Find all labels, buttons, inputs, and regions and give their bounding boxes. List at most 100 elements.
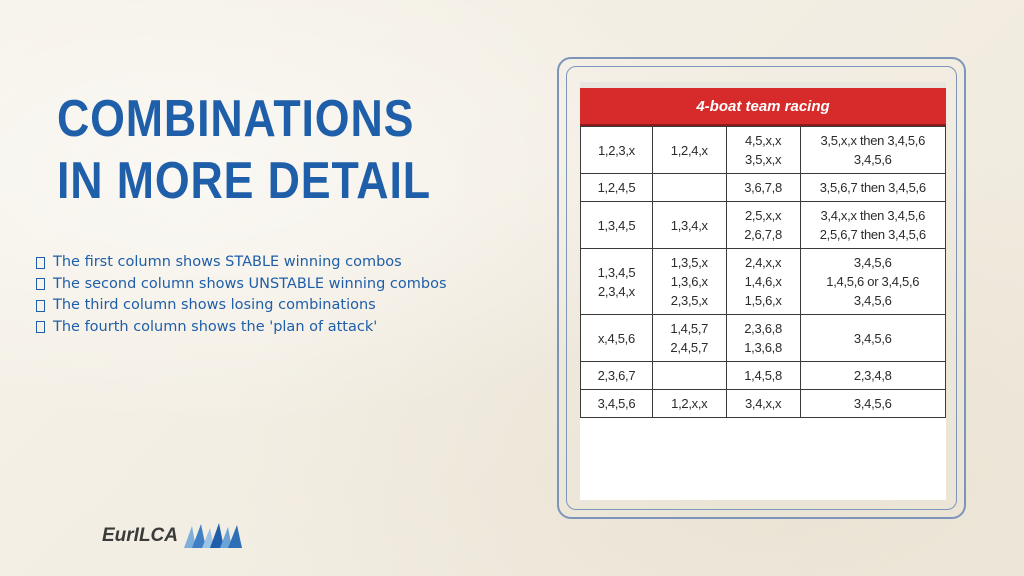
table-row: x,4,5,6 1,4,5,7 2,4,5,7 2,3,6,8 1,3,6,8 3,4,5…	[580, 314, 946, 362]
table-cell-c2: 1,4,5,7 2,4,5,7	[651, 314, 727, 362]
table-row: 1,2,3,x 1,2,4,x 4,5,x,x 3,5,x,x 3,5,x,x then…	[580, 126, 946, 174]
cell-line: 1,2,4,5	[597, 180, 636, 195]
cell-line: 1,4,5,7	[670, 321, 709, 336]
cell-line: 3,4,5,6	[853, 330, 892, 346]
table-cell-c4: 3,4,x,x then 3,4,5,6 2,5,6,7 then 3,4,5,6	[799, 201, 946, 249]
image-frame-outer	[557, 57, 966, 519]
table-cell-c2: 1,2,x,x	[651, 389, 727, 418]
cell-line: 2,3,5,x	[670, 293, 708, 308]
bullet-text: The first column shows STABLE winning co…	[53, 254, 402, 270]
table-cell-c1: 1,3,4,5 2,3,4,x	[580, 248, 653, 315]
table-cell-c2: 1,3,5,x 1,3,6,x 2,3,5,x	[651, 248, 727, 315]
bullet-box-icon	[36, 278, 45, 291]
cell-line: 3,4,5,6	[853, 152, 892, 167]
cell-line: 2,4,5,7	[670, 340, 709, 355]
table-body: 1,2,3,x 1,2,4,x 4,5,x,x 3,5,x,x 3,5,x,x then…	[580, 126, 946, 418]
table-cell-c4: 3,5,x,x then 3,4,5,6 3,4,5,6	[799, 126, 946, 174]
table-cell-c2: 1,2,4,x	[651, 126, 727, 174]
table-row: 1,3,4,5 2,3,4,x 1,3,5,x 1,3,6,x 2,3,5,x 2,4,x…	[580, 248, 946, 315]
table-cell-c1: 1,2,3,x	[580, 126, 653, 174]
table-cell-c3: 2,3,6,8 1,3,6,8	[725, 314, 801, 362]
eurilca-logo: EurILCA	[102, 522, 246, 550]
cell-line: 1,3,6,x	[670, 274, 708, 289]
combinations-table-image: 4-boat team racing 1,2,3,x 1,2,4,x 4,5,x,x…	[580, 88, 946, 500]
cell-line: 3,4,5,6	[853, 255, 892, 270]
table-cell-c3: 1,4,5,8	[725, 361, 801, 390]
cell-line: 1,4,5,6 or 3,4,5,6	[826, 274, 920, 289]
table-cell-c1: 1,3,4,5	[580, 201, 653, 249]
cell-line: 1,3,4,5	[597, 217, 636, 233]
cell-line: 1,4,5,8	[744, 368, 782, 383]
cell-line: 1,3,6,8	[744, 340, 782, 355]
sail-icon	[184, 523, 242, 548]
bullet-box-icon	[36, 321, 45, 334]
cell-line: 2,3,6,8	[744, 321, 782, 336]
cell-line: 3,4,5,6	[853, 293, 892, 308]
slide-title-line-2: IN MORE DETAIL	[57, 152, 431, 210]
slide-title-line-1: COMBINATIONS	[57, 90, 415, 148]
table-cell-c4: 3,4,5,6 1,4,5,6 or 3,4,5,6 3,4,5,6	[799, 248, 946, 315]
table-cell-c4: 3,4,5,6	[799, 314, 946, 362]
table-cell-c4: 3,4,5,6	[799, 389, 946, 418]
cell-line: 2,5,6,7 then 3,4,5,6	[819, 227, 926, 242]
table-header: 4-boat team racing	[580, 88, 946, 126]
table-cell-c1: x,4,5,6	[580, 314, 653, 362]
cell-line: 1,3,4,5	[597, 264, 636, 280]
table-row: 2,3,6,7 1,4,5,8 2,3,4,8	[580, 361, 946, 390]
table-row: 3,4,5,6 1,2,x,x 3,4,x,x 3,4,5,6	[580, 389, 946, 418]
table-cell-c4: 2,3,4,8	[799, 361, 946, 390]
cell-line: 3,4,5,6	[597, 396, 636, 411]
bullet-box-icon	[36, 256, 45, 269]
cell-line: 1,3,5,x	[670, 255, 708, 270]
table-top-edge	[580, 82, 946, 88]
table-cell-c3: 3,6,7,8	[725, 173, 801, 202]
slide-title: COMBINATIONS IN MORE DETAIL	[57, 88, 431, 212]
table-cell-c3: 2,5,x,x 2,6,7,8	[725, 201, 801, 249]
cell-line: 3,5,x,x then 3,4,5,6	[820, 133, 926, 148]
table-cell-c2: 1,3,4,x	[651, 201, 727, 249]
bullet-list: The first column shows STABLE winning co…	[36, 252, 447, 338]
table-cell-c3: 2,4,x,x 1,4,6,x 1,5,6,x	[725, 248, 801, 315]
table-cell-c1: 3,4,5,6	[580, 389, 653, 418]
cell-line: x,4,5,6	[597, 330, 635, 346]
bullet-text: The fourth column shows the 'plan of att…	[53, 318, 378, 335]
cell-line: 1,4,6,x	[744, 274, 782, 289]
cell-line: 2,6,7,8	[744, 227, 782, 242]
cell-line: 3,5,x,x	[744, 152, 782, 167]
bullet-item: The third column shows losing combinatio…	[36, 295, 447, 317]
table-cell-c3: 4,5,x,x 3,5,x,x	[725, 126, 801, 174]
cell-line: 2,4,x,x	[744, 255, 782, 270]
cell-line: 4,5,x,x	[744, 133, 782, 148]
cell-line: 2,3,4,x	[597, 283, 635, 299]
bullet-text: The second column shows UNSTABLE winning…	[53, 275, 447, 292]
cell-line: 1,3,4,x	[670, 217, 708, 233]
bullet-item: The second column shows UNSTABLE winning…	[36, 274, 447, 296]
cell-line: 3,4,x,x then 3,4,5,6	[820, 208, 926, 223]
cell-line: 3,4,5,6	[853, 396, 892, 411]
table-row: 1,2,4,5 3,6,7,8 3,5,6,7 then 3,4,5,6	[580, 173, 946, 202]
cell-line: 2,5,x,x	[744, 208, 782, 223]
bullet-item: The first column shows STABLE winning co…	[36, 252, 447, 274]
table-cell-c2	[651, 361, 727, 390]
cell-line: 3,5,6,7 then 3,4,5,6	[819, 180, 926, 195]
logo-text: EurILCA	[102, 525, 178, 546]
cell-line: 2,3,6,7	[597, 368, 636, 383]
cell-line: 3,6,7,8	[744, 180, 782, 195]
cell-line: 1,2,x,x	[671, 396, 708, 411]
table-cell-c4: 3,5,6,7 then 3,4,5,6	[799, 173, 946, 202]
bullet-box-icon	[36, 299, 45, 312]
cell-line: 1,2,4,x	[670, 142, 708, 158]
cell-line: 2,3,4,8	[853, 368, 892, 383]
table-cell-c1: 2,3,6,7	[580, 361, 653, 390]
table-cell-c1: 1,2,4,5	[580, 173, 653, 202]
table-cell-c3: 3,4,x,x	[725, 389, 801, 418]
bullet-text: The third column shows losing combinatio…	[53, 297, 376, 313]
bullet-item: The fourth column shows the 'plan of att…	[36, 317, 447, 339]
combinations-table: 1,2,3,x 1,2,4,x 4,5,x,x 3,5,x,x 3,5,x,x then…	[580, 126, 946, 418]
table-cell-c2	[651, 173, 727, 202]
table-row: 1,3,4,5 1,3,4,x 2,5,x,x 2,6,7,8 3,4,x,x then…	[580, 201, 946, 249]
image-frame-inner	[566, 66, 957, 510]
cell-line: 1,2,3,x	[597, 142, 635, 158]
cell-line: 1,5,6,x	[744, 293, 782, 308]
cell-line: 3,4,x,x	[744, 396, 782, 411]
